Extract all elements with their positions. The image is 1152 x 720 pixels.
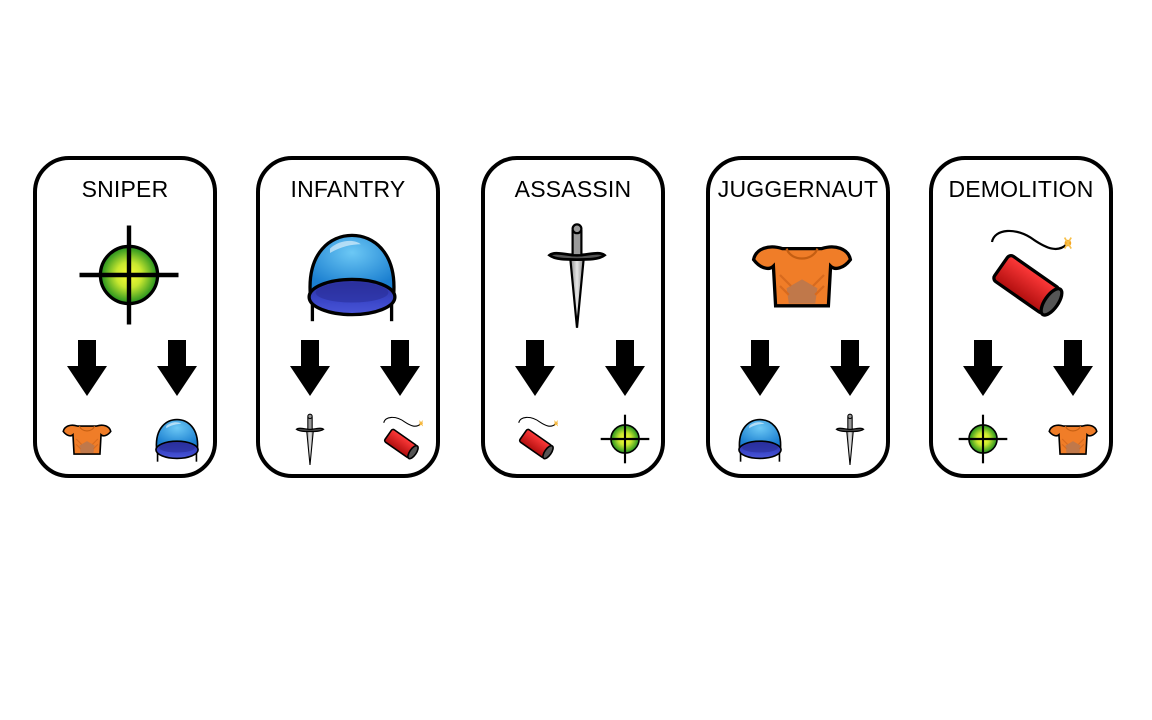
dagger-icon — [823, 404, 877, 474]
card-title: INFANTRY — [290, 176, 406, 202]
class-card-assassin[interactable]: ASSASSIN — [481, 156, 665, 478]
helmet-icon — [297, 216, 407, 334]
armor-icon — [1046, 404, 1100, 474]
down-arrow-icon — [830, 340, 870, 396]
crosshair-icon — [74, 216, 184, 334]
down-arrow-icon — [1053, 340, 1093, 396]
card-title: JUGGERNAUT — [717, 176, 879, 202]
class-card-sniper[interactable]: SNIPER — [33, 156, 217, 478]
dagger-icon — [522, 216, 632, 334]
dynamite-icon — [970, 216, 1080, 334]
down-arrow-icon — [157, 340, 197, 396]
down-arrow-icon — [290, 340, 330, 396]
crosshair-icon — [598, 404, 652, 474]
crosshair-icon — [956, 404, 1010, 474]
card-title: DEMOLITION — [948, 176, 1094, 202]
down-arrow-icon — [605, 340, 645, 396]
class-card-demolition[interactable]: DEMOLITION — [929, 156, 1113, 478]
down-arrow-icon — [67, 340, 107, 396]
class-card-juggernaut[interactable]: JUGGERNAUT — [706, 156, 890, 478]
armor-icon — [747, 216, 857, 334]
dynamite-icon — [508, 404, 562, 474]
down-arrow-icon — [963, 340, 1003, 396]
down-arrow-icon — [515, 340, 555, 396]
down-arrow-icon — [380, 340, 420, 396]
armor-icon — [60, 404, 114, 474]
dynamite-icon — [373, 404, 427, 474]
down-arrow-icon — [740, 340, 780, 396]
card-title: ASSASSIN — [514, 176, 632, 202]
helmet-icon — [150, 404, 204, 474]
class-card-infantry[interactable]: INFANTRY — [256, 156, 440, 478]
dagger-icon — [283, 404, 337, 474]
helmet-icon — [733, 404, 787, 474]
card-title: SNIPER — [81, 176, 169, 202]
